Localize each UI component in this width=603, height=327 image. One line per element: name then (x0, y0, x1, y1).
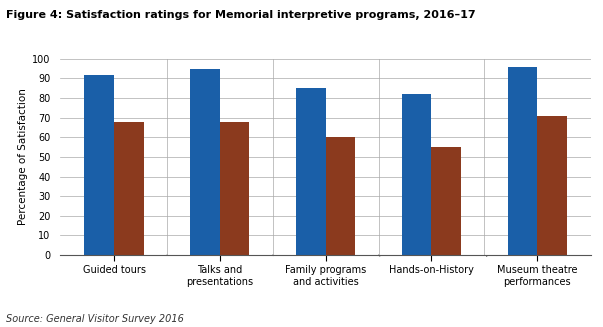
Bar (114, 122, 144, 255)
Bar (190, 69, 220, 255)
Bar (508, 67, 537, 255)
Text: Figure 4: Satisfaction ratings for Memorial interpretive programs, 2016–17: Figure 4: Satisfaction ratings for Memor… (6, 10, 476, 20)
Bar (537, 116, 567, 255)
Bar (84, 75, 114, 255)
Text: Source: General Visitor Survey 2016: Source: General Visitor Survey 2016 (6, 314, 184, 324)
Bar (220, 122, 250, 255)
Y-axis label: Percentage of Satisfaction: Percentage of Satisfaction (18, 89, 28, 225)
Bar (326, 137, 355, 255)
Bar (296, 88, 326, 255)
Bar (402, 94, 431, 255)
Bar (431, 147, 461, 255)
